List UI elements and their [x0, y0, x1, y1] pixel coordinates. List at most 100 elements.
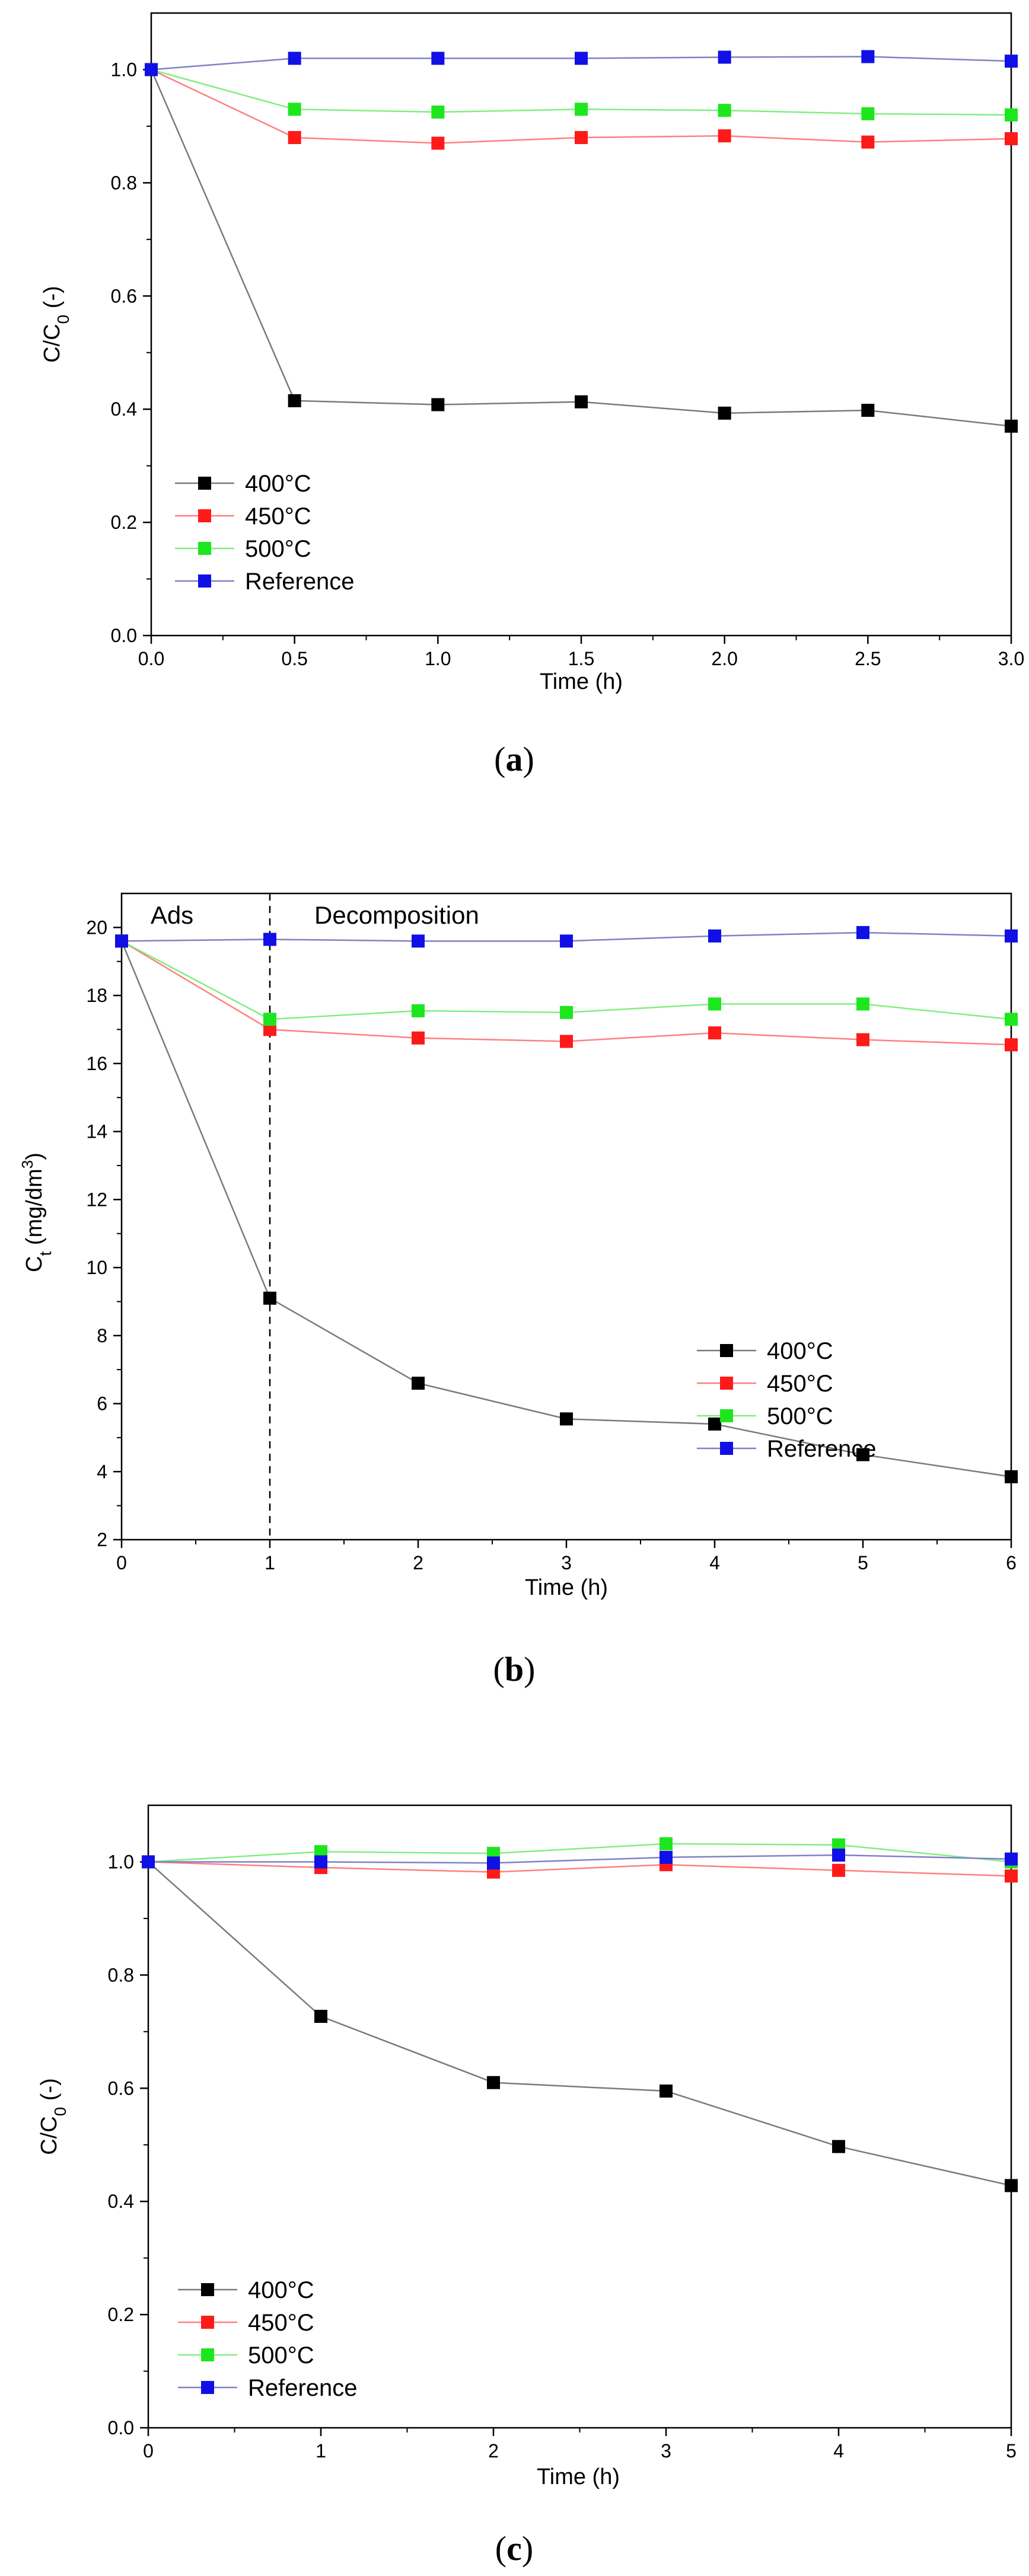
legend-label-500: 500°C [248, 2342, 314, 2368]
data-point-450 [832, 1863, 845, 1877]
legend-marker-400 [720, 1344, 733, 1357]
y-tick-label: 14 [86, 1121, 107, 1142]
data-point-ref [575, 52, 588, 65]
y-tick-label: 1.0 [111, 59, 137, 80]
data-point-450 [1005, 1038, 1018, 1052]
x-tick-labels-a: 0.0 0.5 1.0 1.5 2.0 2.5 3.0 [138, 648, 1024, 669]
legend-label-400: 400°C [245, 471, 311, 497]
data-point-500 [263, 1013, 276, 1026]
x-tick-label: 1.5 [568, 648, 594, 669]
legend-marker-400 [198, 477, 211, 490]
data-point-450 [560, 1035, 573, 1048]
data-point-ref [431, 52, 445, 65]
y-tick-label: 0.2 [108, 2304, 134, 2325]
data-point-500 [412, 1004, 425, 1017]
x-tick-label: 1 [265, 1552, 275, 1573]
legend-label-ref: Reference [245, 569, 355, 595]
legend-label-450: 450°C [248, 2310, 314, 2336]
data-point-500 [431, 106, 445, 119]
data-point-450 [1005, 1869, 1018, 1883]
data-point-400 [1005, 1470, 1018, 1483]
series-line-400 [150, 69, 1012, 427]
data-point-400 [856, 1448, 869, 1461]
data-point-500 [560, 1005, 573, 1019]
data-point-500 [718, 104, 731, 117]
x-tick-label: 3.0 [998, 648, 1024, 669]
x-tick-label: 4 [833, 2440, 844, 2462]
data-point-500 [1005, 108, 1018, 122]
legend-marker-ref [198, 574, 211, 588]
series-markers-c [142, 1837, 1018, 2192]
series-markers-b [115, 925, 1018, 1483]
data-point-450 [431, 136, 445, 150]
y-tick-labels-c: 0.0 0.2 0.4 0.6 0.8 1.0 [108, 1851, 134, 2438]
data-point-400 [708, 1417, 721, 1431]
x-tick-label: 0.5 [281, 648, 307, 669]
series-line-450 [121, 940, 1012, 1046]
legend-label-500: 500°C [245, 536, 311, 562]
legend-label-ref: Reference [767, 1436, 877, 1462]
x-tick-label: 1.0 [425, 648, 451, 669]
data-point-ref [1005, 929, 1018, 943]
y-tick-label: 16 [86, 1053, 107, 1074]
y-tick-label: 12 [86, 1189, 107, 1210]
y-tick-label: 6 [97, 1393, 107, 1415]
y-axis-title-c: C/C0 (-) [37, 2078, 69, 2155]
data-point-ref [487, 1856, 500, 1870]
x-tick-label: 6 [1006, 1552, 1017, 1573]
data-point-ref [145, 63, 158, 76]
ticks-b [113, 927, 1012, 1548]
data-point-400 [660, 2085, 673, 2098]
data-point-500 [861, 107, 875, 120]
data-point-500 [660, 1837, 673, 1850]
legend-label-400: 400°C [248, 2277, 314, 2303]
legend-marker-500 [198, 542, 211, 555]
y-tick-label: 0.8 [111, 172, 137, 193]
data-point-ref [314, 1855, 327, 1869]
legend-marker-ref [201, 2381, 214, 2394]
data-point-ref [412, 934, 425, 948]
data-point-ref [856, 925, 869, 939]
data-point-ref [660, 1850, 673, 1864]
data-point-500 [832, 1838, 845, 1852]
x-tick-label: 2.0 [711, 648, 737, 669]
y-tick-labels-b: 2 4 6 8 10 12 14 16 18 20 [86, 917, 107, 1550]
legend-label-450: 450°C [767, 1371, 833, 1397]
legend-c: 400°C 450°C 500°C Reference [178, 2277, 358, 2401]
data-point-500 [288, 103, 301, 116]
data-point-450 [856, 1033, 869, 1046]
x-tick-label: 2 [413, 1552, 423, 1573]
x-tick-label: 3 [561, 1552, 572, 1573]
data-point-400 [314, 2010, 327, 2023]
x-tick-label: 5 [858, 1552, 868, 1573]
legend-marker-500 [201, 2348, 214, 2361]
data-point-400 [431, 398, 445, 411]
legend-label-500: 500°C [767, 1403, 833, 1429]
legend-marker-400 [201, 2283, 214, 2296]
series-line-400 [148, 1861, 1012, 2186]
caption-b: (b) [493, 1650, 536, 1688]
y-axis-title-a: C/C0 (-) [40, 286, 72, 363]
legend-label-400: 400°C [767, 1338, 833, 1364]
data-point-400 [1005, 2179, 1018, 2192]
x-tick-label: 2.5 [855, 648, 881, 669]
data-point-400 [861, 404, 875, 417]
y-tick-label: 1.0 [108, 1851, 134, 1872]
data-point-450 [708, 1026, 721, 1040]
x-tick-label: 1 [316, 2440, 326, 2462]
data-point-500 [708, 997, 721, 1011]
data-point-400 [575, 395, 588, 408]
data-point-ref [1005, 55, 1018, 68]
x-tick-label: 0.0 [138, 648, 164, 669]
y-tick-label: 0.6 [111, 285, 137, 307]
data-point-500 [575, 103, 588, 116]
data-point-450 [288, 131, 301, 144]
data-point-500 [856, 997, 869, 1011]
data-point-ref [718, 50, 731, 64]
data-point-400 [288, 394, 301, 407]
data-point-400 [263, 1291, 276, 1305]
data-point-500 [1005, 1013, 1018, 1026]
x-tick-label: 0 [116, 1552, 127, 1573]
